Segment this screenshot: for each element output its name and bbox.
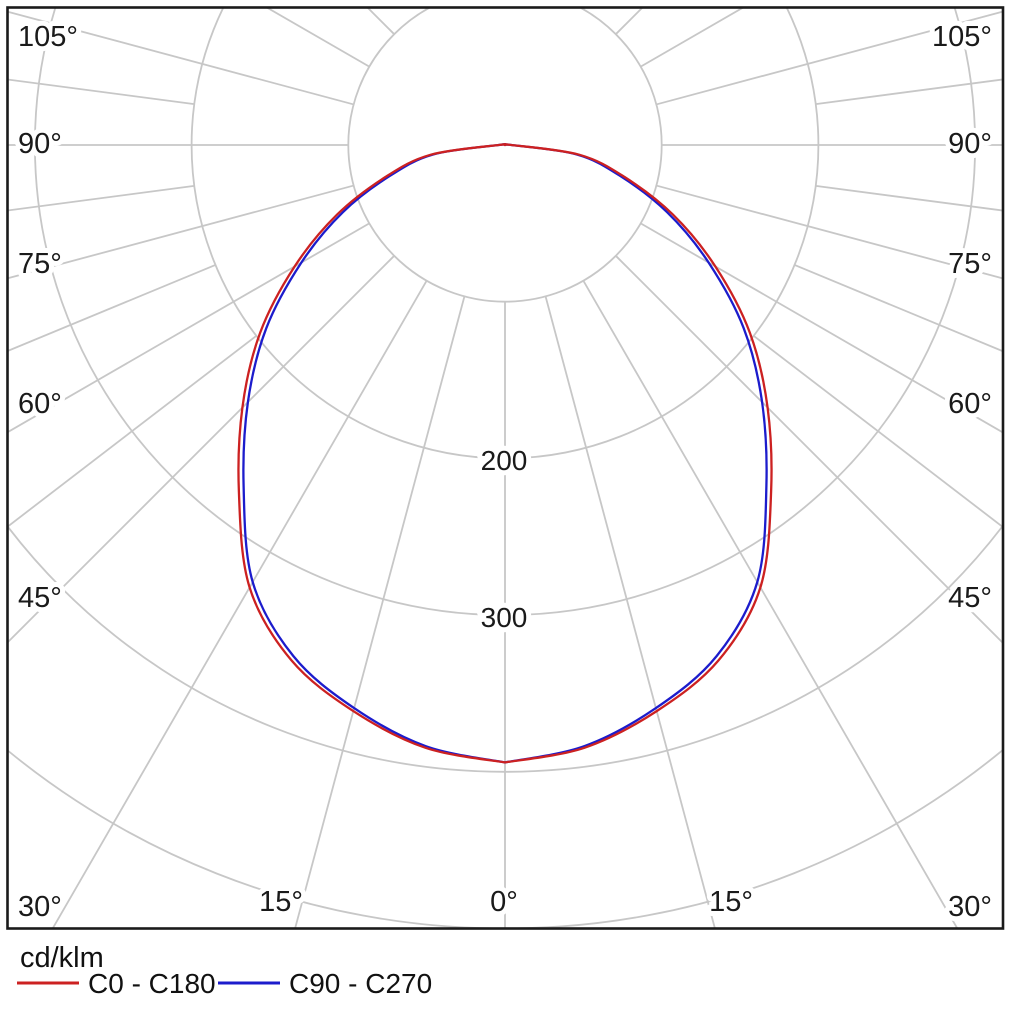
grid-minor-spoke-R82.5 (815, 185, 1002, 212)
grid-minor-spoke-R67.5 (794, 264, 1002, 352)
angle-label-left-60°: 60° (18, 388, 62, 420)
plot-frame (6, 6, 1005, 930)
grid-minor-spoke-L67.5 (8, 264, 216, 352)
angle-label-left-45°: 45° (18, 582, 62, 614)
grid-spoke-R75 (656, 184, 1002, 280)
intensity-curves (237, 143, 773, 764)
grid-spoke-L75 (8, 184, 354, 279)
unit-label: cd/klm (20, 942, 104, 974)
grid-spoke-R15 (544, 296, 716, 928)
legend: cd/klm C0 - C180 C90 - C270 (17, 942, 432, 999)
radius-label-300: 300 (481, 602, 528, 633)
angle-label-right-60°: 60° (948, 388, 992, 420)
angle-label-left-30°: 30° (18, 891, 62, 923)
grid-spoke-R60 (640, 222, 1002, 433)
angle-label-bottom-2-15°: 15° (709, 886, 753, 918)
angle-label-right-105°: 105° (932, 21, 992, 53)
legend-label-c90-c270: C90 - C270 (289, 968, 432, 999)
grid-minor-spoke-L82.5 (8, 185, 195, 212)
radius-label-200: 200 (481, 445, 528, 476)
angle-label-right-90°: 90° (948, 128, 992, 160)
grid-spoke-L30 (52, 280, 428, 928)
angle-label-right-30°: 30° (948, 891, 992, 923)
angle-label-left-90°: 90° (18, 128, 62, 160)
grid-minor-spoke-L52.5 (8, 335, 257, 528)
grid-spoke-L15 (294, 296, 466, 928)
angle-label-left-105°: 105° (18, 21, 78, 53)
angle-label-right-75°: 75° (948, 248, 992, 280)
grid-spoke-L60 (8, 222, 370, 433)
curve-C0-C180 (237, 143, 773, 764)
angle-label-left-75°: 75° (18, 248, 62, 280)
grid-spoke-L105 (8, 11, 354, 106)
legend-label-c0-c180: C0 - C180 (88, 968, 216, 999)
grid-spoke-R30 (582, 280, 958, 928)
axis-labels: 105° 90° 75° 60° 45° 30° 105° 90° 75° 60° 45° 30° 15… (13, 16, 997, 928)
angle-label-bottom-1-0°: 0° (490, 886, 518, 918)
angle-label-right-45°: 45° (948, 582, 992, 614)
angle-label-bottom-0-15°: 15° (259, 886, 303, 918)
grid-minor-spoke-L97.5 (8, 78, 195, 105)
grid-spoke-R105 (656, 10, 1002, 106)
grid-minor-spoke-R97.5 (815, 78, 1002, 105)
grid-minor-spoke-R52.5 (753, 335, 1002, 528)
